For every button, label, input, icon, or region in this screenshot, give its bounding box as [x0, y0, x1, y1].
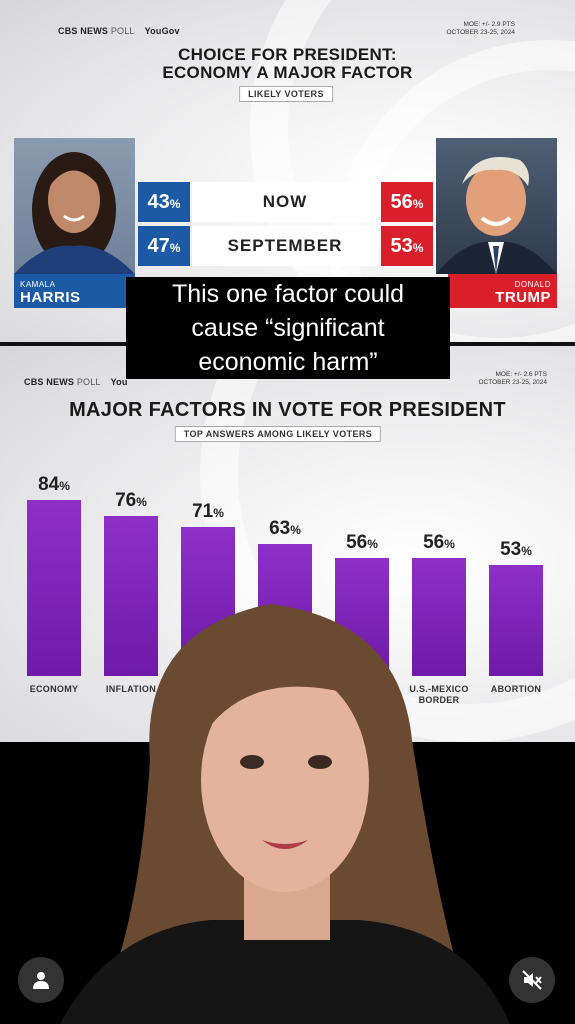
graphic-subtitle: LIKELY VOTERS — [239, 86, 333, 102]
bar-category-label: ABORTION — [490, 684, 542, 694]
trump-photo — [436, 138, 557, 274]
row-label-now: NOW — [192, 182, 378, 222]
profile-button[interactable] — [18, 957, 64, 1003]
video-caption: This one factor could cause “significant… — [126, 277, 450, 379]
bar-value-label: 56% — [346, 532, 378, 554]
trump-now-percent: 56% — [381, 182, 433, 222]
chart-subtitle: TOP ANSWERS AMONG LIKELY VOTERS — [174, 426, 382, 442]
bar-category-label: ECONOMY — [29, 684, 79, 694]
bar-value-label: 76% — [115, 490, 147, 512]
mute-toggle-button[interactable] — [509, 957, 555, 1003]
graphic-title-line2: ECONOMY A MAJOR FACTOR — [162, 63, 413, 82]
cbs-news-poll-logo: CBS NEWS POLL YouGov — [58, 26, 180, 36]
harris-namebar: KAMALA HARRIS — [14, 274, 135, 308]
caption-line: This one factor could — [171, 280, 405, 308]
presenter-video — [60, 604, 510, 1024]
bar-value-label: 84% — [38, 473, 70, 495]
bar-value-label: 71% — [192, 500, 224, 522]
graphic-title-line1: CHOICE FOR PRESIDENT: — [178, 45, 397, 64]
margin-of-error: MOE: +/- 2.6 PTS OCTOBER 23-25, 2024 — [478, 371, 547, 386]
person-icon — [33, 972, 49, 989]
caption-line: economic harm” — [198, 348, 378, 376]
trump-september-percent: 53% — [381, 226, 433, 266]
bar — [412, 558, 466, 676]
bar-value-label: 63% — [269, 517, 301, 539]
bar-value-label: 53% — [500, 538, 532, 560]
speaker-muted-icon — [522, 970, 542, 990]
bar-category-label: INFLATION — [105, 684, 157, 694]
caption-line: cause “significant — [191, 314, 385, 342]
harris-photo — [14, 138, 135, 274]
chart-title: MAJOR FACTORS IN VOTE FOR PRESIDENT — [69, 399, 506, 421]
harris-now-percent: 43% — [138, 182, 190, 222]
trump-namebar: DONALD TRUMP — [448, 274, 557, 308]
bar-category-label: U.S.-MEXICO BORDER — [409, 684, 469, 705]
margin-of-error: MOE: +/- 2.9 PTS OCTOBER 23-25, 2024 — [446, 21, 515, 36]
cbs-news-poll-logo: CBS NEWS POLL You — [24, 377, 128, 387]
bar — [489, 564, 543, 676]
bar-value-label: 56% — [423, 532, 455, 554]
bar — [27, 499, 81, 676]
harris-september-percent: 47% — [138, 226, 190, 266]
row-label-september: SEPTEMBER — [192, 226, 378, 266]
bar — [104, 516, 158, 676]
